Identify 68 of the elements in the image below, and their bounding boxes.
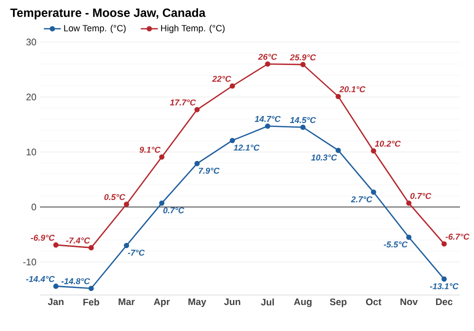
data-label: 14.5°C [290, 117, 316, 124]
y-tick-label: 0 [32, 204, 36, 210]
point [300, 62, 306, 68]
x-tick-label: Sep [330, 298, 347, 308]
x-tick-label: Feb [83, 298, 100, 306]
y-tick-label: 20 [26, 94, 36, 100]
point [406, 234, 412, 240]
data-label: 20.1°C [339, 86, 366, 92]
point [194, 107, 200, 112]
x-tick-label: Nov [400, 298, 418, 306]
point [300, 124, 306, 130]
x-tick-label: Mar [118, 298, 135, 306]
x-tick-label: May [188, 298, 206, 307]
data-label: -14.8°C [61, 278, 90, 284]
legend-label: Low Temp. (°C) [64, 24, 126, 34]
x-tick-label: Apr [154, 298, 170, 307]
point [406, 200, 412, 206]
data-label: 7.9°C [198, 168, 220, 174]
point [370, 148, 376, 154]
x-tick-label: Aug [294, 298, 312, 308]
point [159, 200, 164, 206]
x-tick-label: Dec [436, 298, 453, 306]
point [265, 61, 270, 67]
data-label: -6.9°C [30, 234, 55, 241]
point [88, 286, 94, 292]
data-label: 14.7°C [254, 116, 281, 122]
x-tick-label: Jun [224, 298, 240, 306]
data-label: 25.9°C [290, 54, 316, 60]
point [265, 124, 270, 129]
data-label: 0.5°C [104, 194, 126, 200]
point [230, 138, 236, 144]
data-label: 26°C [258, 54, 278, 60]
data-label: -5.5°C [384, 241, 408, 248]
data-label: 17.7°C [170, 99, 196, 106]
data-label: -14.4°C [26, 276, 55, 282]
data-label: -13.1°C [430, 283, 459, 290]
point [230, 83, 236, 89]
point [124, 202, 130, 207]
point [124, 242, 130, 248]
point [336, 148, 341, 153]
data-label: -6.7°C [446, 234, 470, 240]
y-tick-label: -10 [23, 258, 36, 266]
y-tick-label: 30 [26, 38, 36, 46]
x-tick-label: Oct [366, 298, 382, 306]
data-label: 9.1°C [140, 146, 161, 153]
data-label: 10.2°C [374, 140, 401, 147]
data-label: 22°C [212, 76, 232, 82]
point [88, 245, 94, 250]
point [336, 94, 341, 100]
point [441, 241, 447, 246]
data-label: 0.7°C [163, 207, 184, 214]
point [159, 154, 164, 160]
data-label: -7°C [128, 250, 145, 256]
x-tick-label: Jan [48, 298, 64, 306]
legend-label: High Temp. (°C) [161, 24, 225, 34]
point [194, 160, 200, 166]
point [53, 242, 59, 248]
chart-title: Temperature - Moose Jaw, Canada [10, 8, 206, 20]
point [53, 284, 59, 289]
data-label: 0.7°C [410, 192, 432, 199]
data-label: 12.1°C [234, 144, 260, 151]
data-label: 10.3°C [311, 154, 338, 161]
data-label: 2.7°C [350, 196, 372, 202]
data-label: -7.4°C [66, 238, 90, 244]
point [370, 190, 376, 195]
x-tick-label: Jul [260, 298, 274, 306]
y-tick-label: 10 [26, 148, 36, 156]
point [441, 276, 447, 282]
